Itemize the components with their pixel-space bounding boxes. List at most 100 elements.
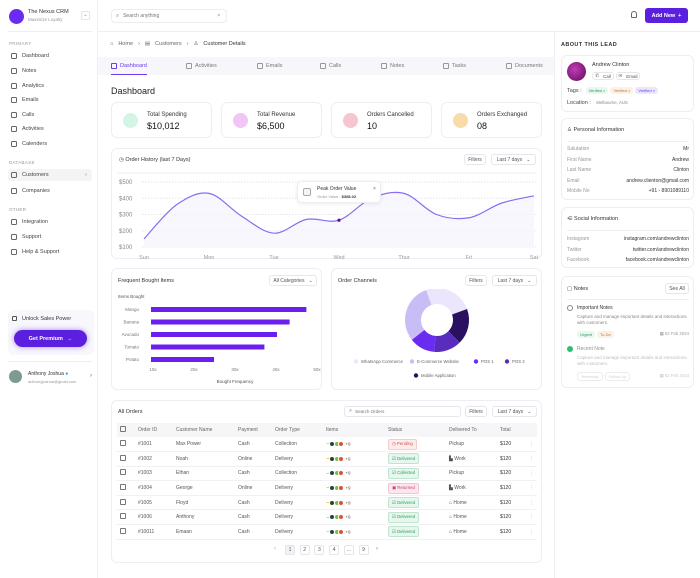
orders-search-input[interactable] — [355, 409, 456, 414]
page-button[interactable]: ... — [343, 545, 354, 555]
tab-documents[interactable]: Documents — [506, 57, 543, 75]
get-premium-button[interactable]: Get Premium → — [14, 330, 87, 347]
page-button[interactable]: 9 — [358, 545, 369, 555]
row-menu-icon[interactable]: ⋮ — [526, 524, 537, 540]
sidebar-item-customers[interactable]: Customers › — [8, 169, 92, 181]
row-menu-icon[interactable]: ⋮ — [526, 437, 537, 453]
sidebar-item-calendars[interactable]: Calenders — [8, 138, 92, 150]
payment: Cash — [235, 466, 272, 482]
prev-page-button[interactable]: ‹ — [274, 546, 276, 552]
email-button[interactable]: ✉ Email — [616, 72, 640, 80]
table-row[interactable]: #1003 Ethan Cash Collection +9 ☑ Collected… — [117, 466, 537, 482]
chevron-right-icon: › — [85, 172, 87, 178]
tag-chip[interactable]: Verified × — [635, 87, 659, 94]
label: Emails — [22, 97, 39, 103]
col-customer[interactable]: Customer Name — [173, 423, 235, 437]
sidebar-item-analytics[interactable]: Analytics — [8, 80, 92, 92]
page-button[interactable]: 3 — [314, 545, 325, 555]
table-row[interactable]: #1004 George Online Delivery +9 ▣ Returned… — [117, 480, 537, 496]
col-order-type[interactable]: Order Type — [272, 423, 323, 437]
note-item[interactable]: Important Notes Capture and manage impor… — [567, 305, 689, 346]
stat-orders-exchanged: Orders Exchanged 08 — [441, 102, 542, 138]
row-checkbox[interactable] — [120, 484, 126, 491]
row-checkbox[interactable] — [120, 513, 126, 520]
workspace-dropdown[interactable]: ⌄ — [81, 11, 90, 20]
close-icon[interactable]: × — [373, 186, 376, 192]
col-payment[interactable]: Payment — [235, 423, 272, 437]
sidebar-item-support[interactable]: Support — [8, 231, 92, 243]
select-all-checkbox[interactable] — [120, 426, 126, 432]
building-icon — [11, 188, 17, 194]
category-dropdown[interactable]: All Categories ⌄ — [269, 275, 317, 286]
total: $120 — [497, 480, 526, 496]
sidebar-item-calls[interactable]: Calls — [8, 109, 92, 121]
filters-button[interactable]: Filters — [464, 154, 486, 165]
user-avatar[interactable] — [9, 370, 22, 383]
next-page-button[interactable]: › — [376, 546, 378, 552]
page-button[interactable]: 1 — [285, 545, 295, 555]
orders-search[interactable]: ⌕ — [344, 406, 461, 417]
item-avatar — [338, 470, 344, 477]
bell-icon[interactable] — [631, 11, 637, 18]
tab-tasks[interactable]: Tasks — [443, 57, 466, 75]
filters-button[interactable]: Filters — [465, 275, 487, 286]
col-delivered-to[interactable]: Delivered To — [446, 423, 497, 437]
bar-chart: Items Bought Mango Banana Avocado Tomato Pota… — [118, 294, 321, 384]
table-row[interactable]: #1001 Max Power Cash Collection +9 ◷ Pendi… — [117, 437, 537, 453]
table-row[interactable]: #1006 Anthony Cash Delivery +9 ☑ Delivered… — [117, 509, 537, 526]
range-dropdown[interactable]: Last 7 days ⌄ — [491, 154, 536, 165]
tab-dashboard[interactable]: Dashboard — [111, 57, 147, 75]
row-menu-icon[interactable]: ⋮ — [526, 495, 537, 511]
info-row: Instagram instagram.com/andrewclinton — [567, 236, 689, 243]
order-id: #10011 — [135, 524, 173, 540]
range-dropdown[interactable]: Last 7 days ⌄ — [492, 275, 537, 286]
tab-notes[interactable]: Notes — [381, 57, 404, 75]
tab-calls[interactable]: Calls — [320, 57, 341, 75]
call-button[interactable]: ✆ Call — [592, 72, 614, 80]
clear-icon[interactable]: × — [217, 13, 221, 19]
row-menu-icon[interactable]: ⋮ — [526, 480, 537, 496]
search-bar[interactable]: ⌕ × — [111, 9, 227, 23]
sidebar-item-activities[interactable]: Activities — [8, 123, 92, 135]
row-menu-icon[interactable]: ⋮ — [526, 466, 537, 482]
row-checkbox[interactable] — [120, 469, 126, 476]
sidebar-item-dashboard[interactable]: Dashboard — [8, 50, 92, 62]
table-row[interactable]: #1005 Floyd Cash Delivery +9 ☑ Delivered ⌂… — [117, 495, 537, 511]
table-row[interactable]: #10011 Emaan Cash Delivery +9 ☑ Delivered … — [117, 524, 537, 540]
range-dropdown[interactable]: Last 7 days ⌄ — [492, 406, 537, 417]
see-all-button[interactable]: See All — [665, 283, 689, 294]
row-checkbox[interactable] — [120, 527, 126, 534]
row-menu-icon[interactable]: ⋮ — [526, 451, 537, 467]
col-order-id[interactable]: Order ID — [135, 423, 173, 437]
page-button[interactable]: 4 — [329, 545, 340, 555]
add-new-button[interactable]: Add New + — [645, 8, 688, 23]
sidebar-item-companies[interactable]: Companies — [8, 185, 92, 197]
filters-button[interactable]: Filters — [465, 406, 487, 417]
row-menu-icon[interactable]: ⋮ — [526, 509, 537, 526]
col-items[interactable]: Items — [323, 423, 385, 437]
sidebar-item-notes[interactable]: Notes — [8, 65, 92, 77]
breadcrumb-customers[interactable]: Customers — [155, 41, 182, 47]
row-checkbox[interactable] — [120, 498, 126, 505]
tab-activities[interactable]: Activities — [186, 57, 217, 75]
customers-icon: ▤ — [144, 41, 151, 47]
page-button[interactable]: 2 — [299, 545, 310, 555]
order-type: Delivery — [272, 495, 323, 511]
tag-chip[interactable]: Verified × — [585, 87, 609, 94]
total: $120 — [497, 466, 526, 482]
row-checkbox[interactable] — [120, 454, 126, 461]
tab-emails[interactable]: Emails — [257, 57, 283, 75]
search-input[interactable] — [123, 13, 214, 19]
sidebar-item-help[interactable]: Help & Support — [8, 246, 92, 258]
calendar-icon — [11, 141, 17, 147]
sidebar-item-emails[interactable]: Emails — [8, 94, 92, 106]
note-item[interactable]: Recent Note Capture and manage important… — [567, 346, 689, 387]
chevron-right-icon[interactable]: › — [90, 373, 92, 379]
tag-chip[interactable]: Verified × — [610, 87, 634, 94]
sidebar-item-integration[interactable]: Integration — [8, 216, 92, 228]
col-total[interactable]: Total — [497, 423, 526, 437]
table-row[interactable]: #1002 Noah Online Delivery +9 ☑ Delivered … — [117, 451, 537, 467]
row-checkbox[interactable] — [120, 440, 126, 447]
col-status[interactable]: Status — [385, 423, 446, 437]
breadcrumb-home[interactable]: Home — [118, 41, 133, 47]
